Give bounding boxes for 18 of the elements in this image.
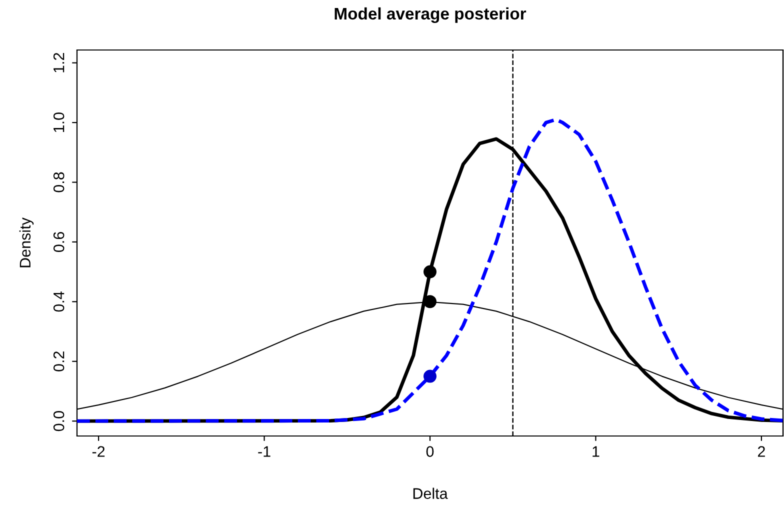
y-tick-label: 0.4 [53, 291, 64, 312]
chart-title: Model average posterior [334, 7, 526, 23]
y-tick-label: 1.2 [53, 52, 64, 72]
y-tick-label: 0.6 [53, 232, 64, 252]
point [423, 295, 437, 308]
x-tick-label: -1 [258, 446, 270, 457]
y-tick-label: 0.0 [53, 411, 64, 432]
x-axis-title: Delta [413, 488, 448, 499]
x-tick-label: 1 [592, 446, 600, 457]
y-tick-label: 1.0 [53, 112, 64, 132]
y-tick-label: 0.8 [53, 172, 64, 192]
point [423, 370, 437, 383]
x-tick-label: -2 [92, 446, 105, 457]
point [423, 265, 437, 278]
y-tick-label: 0.2 [53, 352, 64, 372]
x-tick-label: 2 [758, 446, 765, 457]
y-axis-title: Density [19, 218, 34, 268]
x-tick-label: 0 [426, 446, 434, 457]
